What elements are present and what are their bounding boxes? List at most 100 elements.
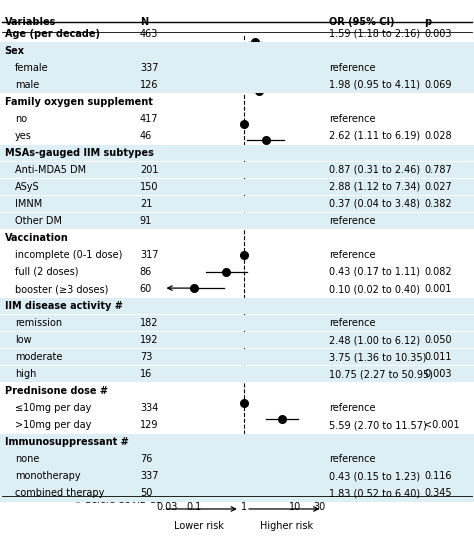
Text: IIM disease activity #: IIM disease activity #	[5, 301, 123, 311]
Bar	[0, 162, 474, 178]
Text: moderate: moderate	[15, 352, 63, 362]
Bar	[0, 451, 474, 467]
Text: reference: reference	[329, 114, 376, 124]
Text: OR (95% CI): OR (95% CI)	[329, 17, 395, 27]
Text: Other DM: Other DM	[15, 216, 62, 226]
Text: yes: yes	[15, 131, 32, 141]
Text: booster (≥3 doses): booster (≥3 doses)	[15, 284, 109, 294]
Text: N: N	[140, 17, 148, 27]
Bar	[0, 213, 474, 229]
Text: 317: 317	[140, 250, 158, 260]
Text: 182: 182	[140, 318, 158, 328]
Text: 3.75 (1.36 to 10.35): 3.75 (1.36 to 10.35)	[329, 352, 427, 362]
Text: 50: 50	[140, 489, 152, 498]
Text: reference: reference	[329, 454, 376, 464]
Text: 2.48 (1.00 to 6.12): 2.48 (1.00 to 6.12)	[329, 335, 420, 345]
Text: 0.082: 0.082	[424, 267, 452, 277]
Text: 1.98 (0.95 to 4.11): 1.98 (0.95 to 4.11)	[329, 80, 420, 90]
Text: 1.83 (0.52 to 6.40): 1.83 (0.52 to 6.40)	[329, 489, 420, 498]
Bar	[0, 366, 474, 382]
Text: 1.59 (1.18 to 2.16): 1.59 (1.18 to 2.16)	[329, 29, 420, 38]
Text: 0.787: 0.787	[424, 165, 452, 175]
Text: 21: 21	[140, 199, 152, 209]
Text: no: no	[15, 114, 27, 124]
Text: female: female	[15, 63, 49, 72]
Text: 0.382: 0.382	[424, 199, 452, 209]
Text: 0.003: 0.003	[424, 369, 452, 379]
Bar	[0, 179, 474, 195]
Text: >10mg per day: >10mg per day	[15, 420, 91, 430]
Text: 2.88 (1.12 to 7.34): 2.88 (1.12 to 7.34)	[329, 182, 421, 192]
Text: 86: 86	[140, 267, 152, 277]
Text: 60: 60	[140, 284, 152, 294]
Bar	[0, 298, 474, 314]
Text: ≤10mg per day: ≤10mg per day	[15, 403, 91, 413]
Text: low: low	[15, 335, 32, 345]
Text: 0.10 (0.02 to 0.40): 0.10 (0.02 to 0.40)	[329, 284, 420, 294]
Text: reference: reference	[329, 216, 376, 226]
Text: 0.028: 0.028	[424, 131, 452, 141]
Text: Immunosuppressant #: Immunosuppressant #	[5, 437, 128, 447]
Text: 91: 91	[140, 216, 152, 226]
Text: 129: 129	[140, 420, 158, 430]
Text: 150: 150	[140, 182, 158, 192]
Bar	[0, 60, 474, 76]
Text: 0.43 (0.15 to 1.23): 0.43 (0.15 to 1.23)	[329, 471, 420, 481]
Text: 10.75 (2.27 to 50.95): 10.75 (2.27 to 50.95)	[329, 369, 433, 379]
Bar	[0, 485, 474, 502]
Text: IMNM: IMNM	[15, 199, 42, 209]
Text: reference: reference	[329, 250, 376, 260]
Text: reference: reference	[329, 63, 376, 72]
Text: 46: 46	[140, 131, 152, 141]
Text: Higher risk: Higher risk	[260, 521, 313, 531]
Text: MSAs-gauged IIM subtypes: MSAs-gauged IIM subtypes	[5, 148, 154, 158]
Text: reference: reference	[329, 403, 376, 413]
Bar	[0, 434, 474, 451]
Text: 5.59 (2.70 to 11.57): 5.59 (2.70 to 11.57)	[329, 420, 427, 430]
Text: 463: 463	[140, 29, 158, 38]
Text: 201: 201	[140, 165, 158, 175]
Text: 337: 337	[140, 63, 158, 72]
Bar	[0, 332, 474, 348]
Text: Anti-MDA5 DM: Anti-MDA5 DM	[15, 165, 86, 175]
Bar	[0, 315, 474, 331]
Text: 0.069: 0.069	[424, 80, 452, 90]
Text: monotherapy: monotherapy	[15, 471, 81, 481]
Bar	[0, 468, 474, 485]
Text: Variables: Variables	[5, 17, 56, 27]
Text: 0.116: 0.116	[424, 471, 452, 481]
Text: # Before COVID-19: # Before COVID-19	[74, 496, 161, 505]
Text: combined therapy: combined therapy	[15, 489, 105, 498]
Text: full (2 doses): full (2 doses)	[15, 267, 79, 277]
Text: 73: 73	[140, 352, 152, 362]
Text: Prednisone dose #: Prednisone dose #	[5, 386, 108, 396]
Text: 337: 337	[140, 471, 158, 481]
Text: incomplete (0-1 dose): incomplete (0-1 dose)	[15, 250, 123, 260]
Text: 0.43 (0.17 to 1.11): 0.43 (0.17 to 1.11)	[329, 267, 420, 277]
Text: reference: reference	[329, 318, 376, 328]
Text: 16: 16	[140, 369, 152, 379]
Text: 2.62 (1.11 to 6.19): 2.62 (1.11 to 6.19)	[329, 131, 420, 141]
Text: 0.001: 0.001	[424, 284, 452, 294]
Bar	[0, 196, 474, 212]
Text: 0.87 (0.31 to 2.46): 0.87 (0.31 to 2.46)	[329, 165, 420, 175]
Bar	[0, 76, 474, 93]
Bar	[0, 349, 474, 365]
Text: high: high	[15, 369, 36, 379]
Text: male: male	[15, 80, 39, 90]
Bar	[0, 42, 474, 59]
Text: Family oxygen supplement: Family oxygen supplement	[5, 97, 153, 107]
Text: 76: 76	[140, 454, 152, 464]
Text: ASyS: ASyS	[15, 182, 40, 192]
Text: 192: 192	[140, 335, 158, 345]
Text: 126: 126	[140, 80, 158, 90]
Text: 0.011: 0.011	[424, 352, 452, 362]
Text: Sex: Sex	[5, 45, 25, 56]
Text: remission: remission	[15, 318, 62, 328]
Text: 0.345: 0.345	[424, 489, 452, 498]
Text: <0.001: <0.001	[424, 420, 460, 430]
Text: Lower risk: Lower risk	[174, 521, 224, 531]
Text: Age (per decade): Age (per decade)	[5, 29, 100, 38]
Text: 0.003: 0.003	[424, 29, 452, 38]
Text: none: none	[15, 454, 39, 464]
